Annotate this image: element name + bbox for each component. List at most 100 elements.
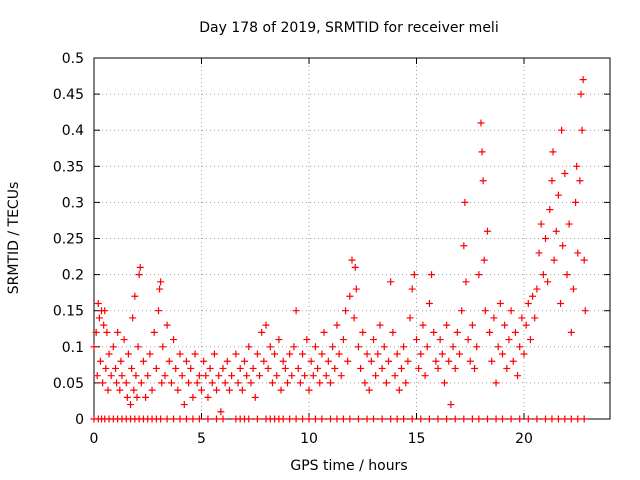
data-point [490,314,498,322]
data-point [438,350,446,358]
data-point [182,357,190,365]
data-point [344,357,352,365]
data-point [107,372,115,380]
data-point [309,372,317,380]
data-point [346,415,354,423]
data-point [219,415,227,423]
data-point [443,321,451,329]
data-point [174,386,182,394]
data-point [507,307,515,315]
data-point [499,350,506,358]
data-point [531,314,539,322]
data-point [385,357,393,365]
data-point [116,386,124,394]
data-point [374,350,382,358]
data-point [135,271,143,279]
data-point [492,415,500,423]
data-point [159,343,167,351]
data-point [580,256,588,264]
x-tick-labels: 0 5 10 15 20 [90,431,533,447]
data-point [170,336,178,344]
data-point [518,314,526,322]
data-point [579,76,587,84]
data-point [314,364,322,372]
data-point [318,415,326,423]
data-point [266,343,274,351]
data-point [542,235,549,242]
data-point [351,263,359,271]
data-point [503,364,511,372]
data-point [535,249,543,257]
data-point [524,415,532,423]
data-point [552,227,560,235]
data-point [376,321,384,329]
data-point [393,415,401,423]
data-point [327,415,334,423]
data-point [241,357,248,365]
data-point [243,372,251,380]
data-point [225,386,233,394]
data-point [331,364,339,372]
data-point [558,126,566,134]
y-tick-label: 0.35 [53,159,84,175]
data-points [90,76,589,423]
data-point [273,372,281,380]
data-point [271,350,279,358]
data-point [251,393,259,401]
data-point [382,379,390,387]
data-point [581,307,589,315]
data-point [557,299,565,307]
data-point [305,415,313,423]
data-point [464,336,472,344]
data-point [537,220,545,228]
data-point [180,401,188,409]
data-point [95,314,103,322]
data-point [400,343,408,351]
tick-marks [93,57,610,420]
data-point [408,415,416,423]
data-point [440,379,448,387]
data-point [100,321,108,329]
y-tick-label: 0.25 [53,232,84,248]
x-tick-label: 15 [408,431,426,447]
y-tick-label: 0.45 [53,87,84,103]
data-point [185,379,193,387]
data-point [574,249,582,257]
data-point [577,90,585,98]
y-tick-label: 0.5 [62,51,84,67]
data-point [337,372,345,380]
data-point [526,336,534,344]
data-point [136,263,144,271]
data-point [408,285,416,293]
data-point [350,314,358,322]
data-point [546,206,554,214]
data-point [516,343,524,351]
data-point [533,415,541,423]
y-tick-label: 0.1 [62,340,84,356]
data-point [277,386,285,394]
data-point [501,321,509,329]
data-point [572,198,580,206]
data-point [380,343,388,351]
data-point [475,271,483,279]
data-point [324,357,332,365]
data-point [578,126,586,134]
data-point [127,401,135,409]
data-point [232,350,240,358]
data-point [189,415,197,423]
data-point [475,415,483,423]
data-point [176,415,184,423]
data-point [468,415,476,423]
data-point [447,401,455,409]
data-point [193,379,201,387]
data-point [544,278,552,286]
data-point [228,372,236,380]
data-point [342,307,350,315]
data-point [170,415,178,423]
data-point [112,364,119,372]
data-point [301,372,309,380]
data-point [120,336,128,344]
y-tick-labels: 0 0.05 0.1 0.15 0.2 0.25 0.3 0.35 0.4 0.45 0.5 [53,51,84,428]
data-point [554,191,562,199]
data-point [213,386,221,394]
